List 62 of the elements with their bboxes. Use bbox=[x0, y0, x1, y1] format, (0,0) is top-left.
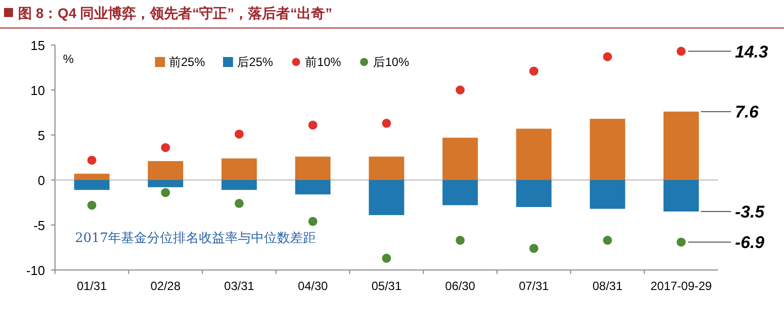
data-label: -6.9 bbox=[735, 233, 765, 252]
point bbox=[161, 143, 170, 152]
x-tick-label: 08/31 bbox=[592, 279, 623, 293]
data-label: -3.5 bbox=[735, 202, 765, 222]
point bbox=[529, 244, 538, 253]
point bbox=[382, 118, 391, 128]
point bbox=[308, 120, 318, 130]
bar bbox=[74, 174, 110, 180]
bar bbox=[295, 156, 331, 180]
y-tick-label: 5 bbox=[38, 128, 45, 143]
x-tick-label: 06/30 bbox=[445, 279, 476, 293]
bar bbox=[295, 180, 331, 194]
point bbox=[456, 86, 465, 94]
y-tick-label: 10 bbox=[30, 83, 45, 98]
point bbox=[529, 66, 538, 76]
bar bbox=[74, 180, 110, 190]
point bbox=[234, 198, 244, 208]
legend-label: 后10% bbox=[373, 55, 410, 69]
bar bbox=[516, 128, 552, 180]
bar bbox=[590, 180, 626, 209]
point bbox=[234, 130, 244, 139]
bar bbox=[221, 158, 257, 180]
y-axis-title: % bbox=[63, 52, 74, 66]
annotation: 2017年基金分位排名收益率与中位数差距 bbox=[75, 230, 316, 246]
y-tick-label: -5 bbox=[33, 218, 45, 233]
legend-label: 后25% bbox=[237, 55, 274, 69]
bar bbox=[663, 112, 699, 180]
bar bbox=[663, 180, 699, 212]
bar bbox=[221, 180, 257, 190]
data-label: 14.3 bbox=[735, 42, 769, 62]
point bbox=[87, 200, 96, 210]
x-tick-label: 05/31 bbox=[371, 279, 402, 293]
point bbox=[676, 238, 686, 247]
point bbox=[676, 46, 686, 56]
x-tick-label: 07/31 bbox=[518, 279, 550, 293]
chart-title: 图 8：Q4 同业博弈，领先者“守正”，落后者“出奇” bbox=[18, 5, 332, 21]
point bbox=[308, 216, 318, 226]
x-tick-label: 01/31 bbox=[76, 279, 108, 293]
legend-label: 前10% bbox=[305, 55, 342, 69]
x-tick-label: 02/28 bbox=[150, 279, 181, 293]
bar bbox=[148, 161, 184, 180]
bar bbox=[368, 156, 404, 180]
point bbox=[161, 188, 170, 198]
point bbox=[456, 236, 465, 245]
bar bbox=[442, 138, 478, 180]
point bbox=[382, 254, 391, 263]
bar bbox=[590, 118, 626, 180]
bar bbox=[368, 180, 404, 216]
point bbox=[87, 156, 96, 165]
bar bbox=[516, 180, 552, 207]
y-tick-label: 0 bbox=[38, 173, 45, 188]
bar bbox=[148, 180, 184, 188]
y-tick-label: 15 bbox=[30, 38, 45, 53]
data-label: 7.6 bbox=[735, 102, 760, 122]
point bbox=[603, 52, 612, 62]
point bbox=[603, 236, 612, 245]
y-tick-label: -10 bbox=[26, 263, 45, 278]
x-tick-label: 2017-09-29 bbox=[650, 279, 712, 293]
legend-label: 前25% bbox=[169, 55, 206, 69]
x-tick-label: 04/30 bbox=[298, 279, 328, 293]
bar bbox=[442, 180, 478, 206]
x-tick-label: 03/31 bbox=[224, 279, 255, 293]
